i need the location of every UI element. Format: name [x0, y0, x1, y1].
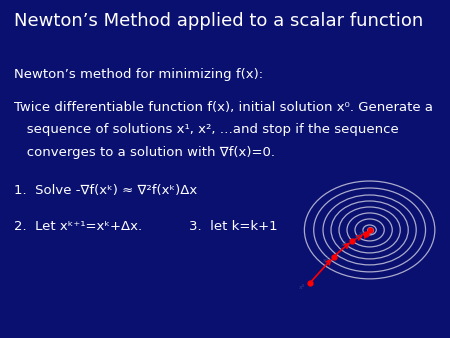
Text: 2.  Let xᵏ⁺¹=xᵏ+Δx.: 2. Let xᵏ⁺¹=xᵏ+Δx.	[14, 220, 142, 233]
Text: x¹: x¹	[323, 258, 329, 263]
Text: Newton’s method for minimizing f(x):: Newton’s method for minimizing f(x):	[14, 68, 263, 80]
Text: x⁴: x⁴	[359, 231, 365, 236]
Text: x⁰: x⁰	[299, 285, 305, 290]
Text: Newton’s Method applied to a scalar function: Newton’s Method applied to a scalar func…	[14, 12, 423, 30]
Text: 3.  let k=k+1: 3. let k=k+1	[189, 220, 278, 233]
Text: x²: x²	[341, 242, 347, 247]
Text: x³: x³	[355, 235, 361, 240]
Text: 1.  Solve -∇f(xᵏ) ≈ ∇²f(xᵏ)Δx: 1. Solve -∇f(xᵏ) ≈ ∇²f(xᵏ)Δx	[14, 184, 197, 197]
Text: converges to a solution with ∇f(x)=0.: converges to a solution with ∇f(x)=0.	[14, 146, 274, 159]
Text: Twice differentiable function f(x), initial solution x⁰. Generate a: Twice differentiable function f(x), init…	[14, 101, 432, 114]
Text: sequence of solutions x¹, x², …and stop if the sequence: sequence of solutions x¹, x², …and stop …	[14, 123, 398, 136]
